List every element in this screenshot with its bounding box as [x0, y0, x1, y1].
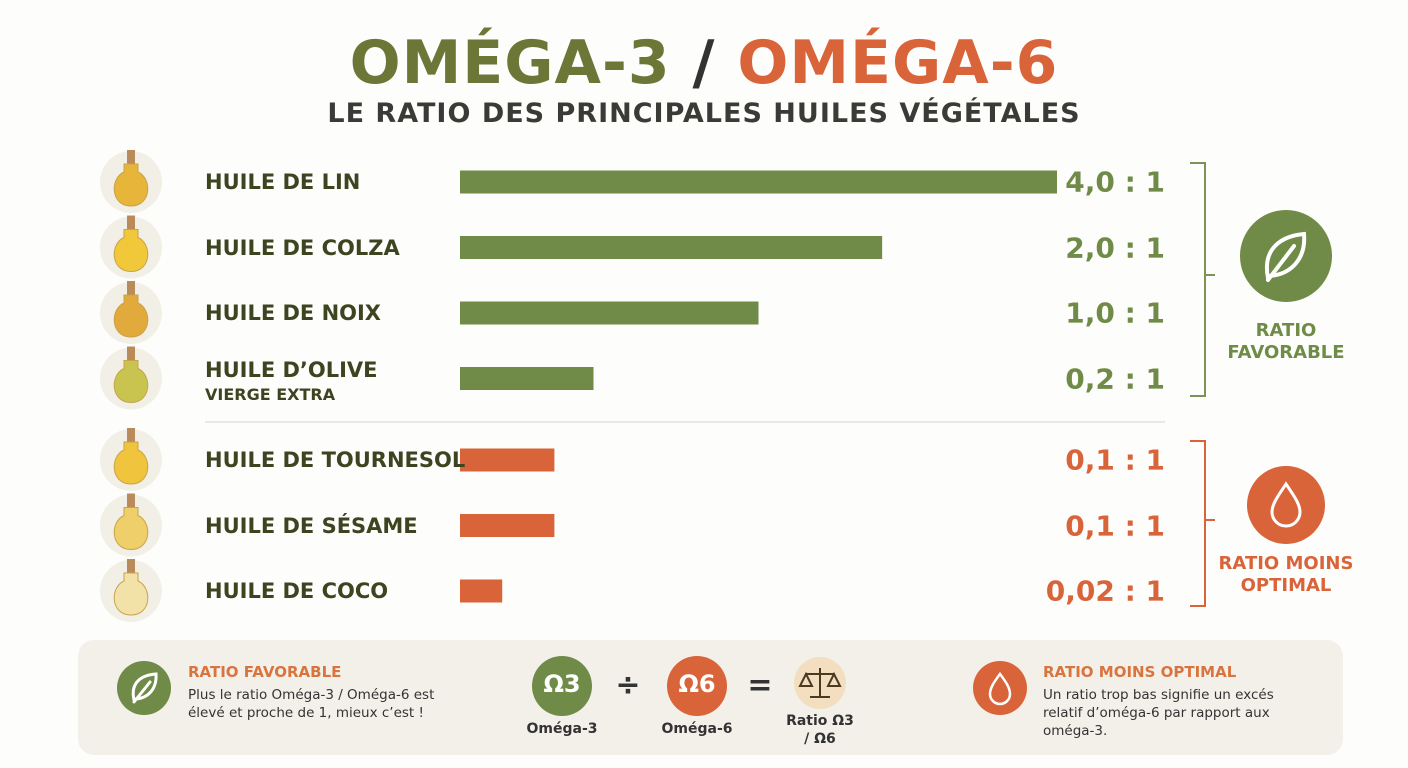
category-label: HUILE DE TOURNESOL: [205, 448, 466, 472]
category-label: HUILE DE COLZA: [205, 235, 400, 260]
subtitle: LE RATIO DES PRINCIPALES HUILES VÉGÉTALE…: [327, 98, 1081, 129]
leaf-icon: [131, 672, 158, 704]
bar: [460, 367, 594, 390]
category-note: VIERGE EXTRA: [205, 384, 336, 404]
title: OMÉGA-3 / OMÉGA-6: [0, 28, 1408, 98]
title-left: OMÉGA-3: [349, 28, 671, 98]
oil-bottle-neck: [127, 493, 135, 508]
leaf-icon: [1264, 231, 1307, 282]
value-label: 0,02 : 1: [1045, 574, 1165, 608]
value-label: 1,0 : 1: [1065, 296, 1165, 330]
title-right: OMÉGA-6: [737, 28, 1059, 98]
value-label: 0,2 : 1: [1065, 362, 1165, 395]
oil-bottle: [113, 294, 149, 338]
bar: [460, 170, 1057, 194]
omega6-badge: [667, 656, 727, 716]
omega3-symbol: Ω3: [543, 670, 581, 698]
footer-heading: RATIO MOINS OPTIMAL: [1043, 663, 1237, 681]
oil-bottle: [113, 572, 149, 616]
oil-bottle-neck: [127, 281, 135, 295]
footer-heading: RATIO FAVORABLE: [188, 663, 342, 681]
footer-text: Plus le ratio Oméga-3 / Oméga-6 est élev…: [188, 687, 435, 721]
omega6-label: Oméga-6: [661, 721, 733, 737]
oil-bottle: [113, 441, 149, 485]
value-label: 4,0 : 1: [1065, 165, 1165, 199]
ratio-label: Ratio Ω3 / Ω6: [786, 713, 854, 747]
bar: [460, 236, 883, 259]
value-label: 0,1 : 1: [1065, 509, 1165, 542]
legend-label: RATIO MOINS OPTIMAL: [1218, 553, 1354, 596]
oil-bottle: [113, 163, 149, 207]
omega3-badge: [532, 656, 592, 716]
value-label: 2,0 : 1: [1065, 231, 1165, 264]
omega3-label: Oméga-3: [526, 721, 598, 737]
bracket: [1190, 162, 1215, 397]
oil-bottle-neck: [127, 150, 135, 164]
category-label: HUILE DE LIN: [205, 170, 361, 194]
oil-bottle-neck: [127, 559, 135, 573]
oil-bottle: [113, 229, 149, 273]
legend-label: RATIO FAVORABLE: [1227, 320, 1345, 363]
category-label: HUILE DE NOIX: [205, 301, 381, 325]
equals-sign: =: [747, 668, 773, 703]
bar: [460, 514, 555, 537]
footer-text: Un ratio trop bas signifie un excés rela…: [1043, 687, 1274, 739]
drop-icon: [1270, 481, 1302, 528]
category-label: HUILE DE COCO: [205, 579, 389, 603]
category-label: HUILE D’OLIVE: [205, 357, 378, 382]
oil-bottle-neck: [127, 215, 135, 230]
oil-bottle-neck: [127, 428, 135, 442]
oil-bottle: [113, 360, 149, 404]
title-separator: /: [692, 28, 716, 98]
bar: [460, 301, 759, 325]
drop-badge: [973, 661, 1027, 715]
category-label: HUILE DE SÉSAME: [205, 513, 418, 538]
bar: [460, 448, 555, 472]
oil-bottle: [113, 507, 149, 551]
drop-badge: [1247, 466, 1325, 544]
value-label: 0,1 : 1: [1065, 443, 1165, 477]
drop-icon: [988, 671, 1012, 706]
oil-bottle-neck: [127, 346, 135, 361]
divide-sign: ÷: [615, 668, 641, 703]
omega6-symbol: Ω6: [678, 670, 716, 698]
balance-icon: [798, 668, 842, 698]
bracket: [1190, 440, 1215, 607]
bar: [460, 579, 503, 603]
